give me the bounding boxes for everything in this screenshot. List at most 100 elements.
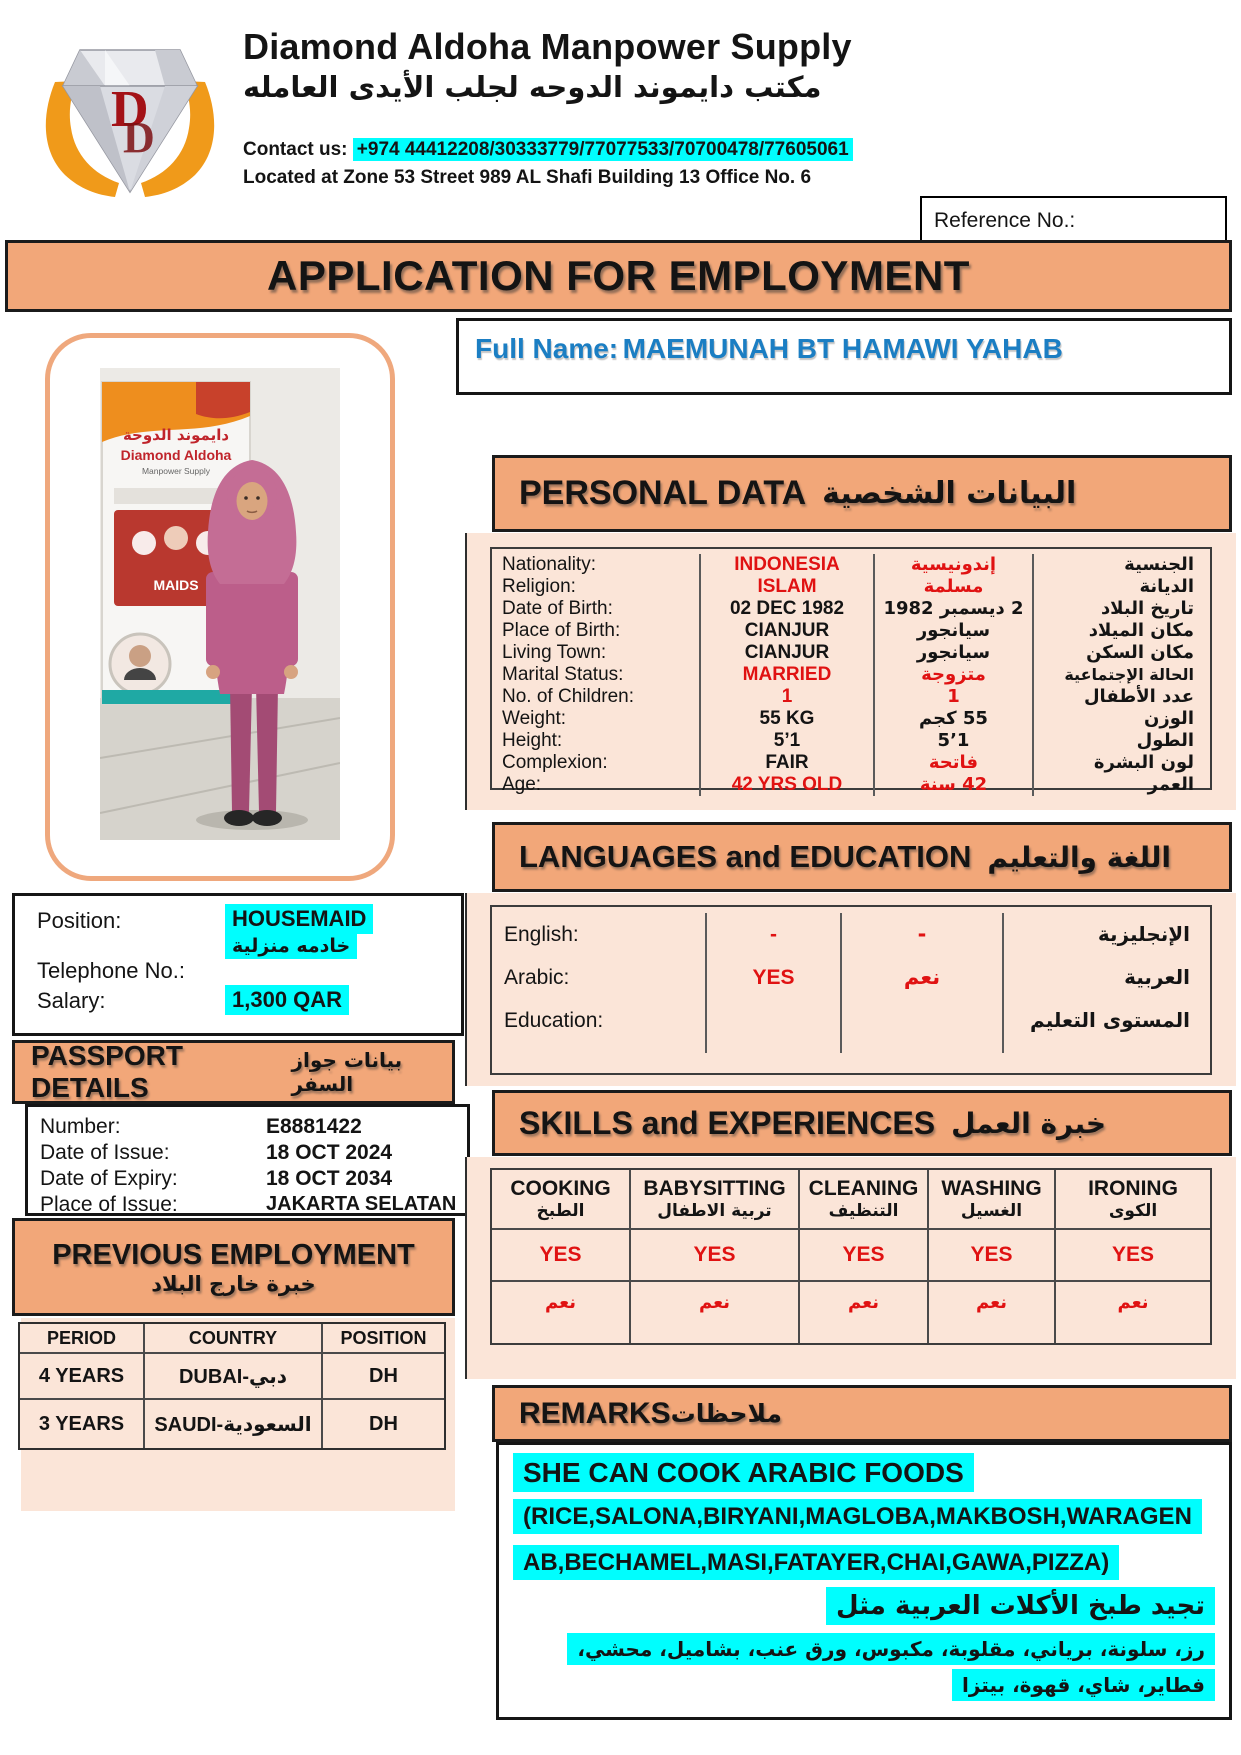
contact-line: Contact us: +974 44412208/30333779/77077… [243, 138, 853, 161]
salary-label: Salary: [37, 988, 106, 1013]
pd-value-en: 02 DEC 1982 [729, 598, 845, 619]
prev-row-country: DUBAI-دبي [145, 1354, 323, 1400]
pd-label: Date of Birth: [502, 598, 613, 619]
skill-yes-ar: نعم [929, 1282, 1056, 1343]
passport-label: Date of Expiry: [40, 1167, 178, 1190]
pd-value-ar: متزوجة [921, 664, 986, 685]
pd-value-ar: سيانجور [916, 642, 991, 663]
pd-value-ar: سيانجور [916, 620, 991, 641]
pd-value-en: CIANJUR [744, 642, 830, 663]
skills-table: COOKING الطبخ BABYSITTING تربية الاطفال … [490, 1168, 1212, 1345]
svg-text:دايموند الدوحة: دايموند الدوحة [123, 426, 229, 444]
position-value-arabic: خادمه منزلية [225, 933, 358, 959]
skill-yes-ar: نعم [492, 1282, 631, 1343]
company-name-arabic: مكتب دايموند الدوحه لجلب الأيدى العامله [243, 70, 822, 104]
remarks-line-6: فطاير، شاي، قهوة، بيتزا [951, 1669, 1215, 1701]
applicant-photo-frame: دايموند الدوحة Diamond Aldoha Manpower S… [45, 333, 395, 881]
pd-label-ar: مكان السكن [1086, 642, 1194, 663]
prev-row-country: SAUDI-السعودية [145, 1400, 323, 1448]
skills-header: SKILLS and EXPERIENCES خبرة العمل [492, 1090, 1232, 1156]
svg-text:Manpower Supply: Manpower Supply [142, 466, 211, 476]
pd-value-en: INDONESIA [734, 554, 840, 575]
passport-value: 18 OCT 2024 [266, 1141, 393, 1164]
skill-col: CLEANING التنظيف [800, 1170, 929, 1230]
svg-text:Diamond Aldoha: Diamond Aldoha [121, 447, 232, 463]
pd-value-en: 55 KG [759, 708, 815, 729]
skill-col: COOKING الطبخ [492, 1170, 631, 1230]
skill-col: IRONING الكوى [1056, 1170, 1210, 1230]
lang-value-ar: نعم [903, 965, 941, 989]
skills-title-ar: خبرة العمل [951, 1106, 1107, 1140]
pd-value-en: CIANJUR [744, 620, 830, 641]
salary-value: 1,300 QAR [225, 985, 350, 1015]
pd-value-ar: 2 ديسمبر 1982 [883, 598, 1024, 619]
full-name-box: Full Name: MAEMUNAH BT HAMAWI YAHAB [456, 318, 1232, 395]
prev-col-period: PERIOD [20, 1324, 145, 1354]
passport-label: Date of Issue: [40, 1141, 170, 1164]
personal-data-header: PERSONAL DATA البيانات الشخصية [492, 455, 1232, 532]
address-line: Located at Zone 53 Street 989 AL Shafi B… [243, 167, 812, 188]
skill-yes: YES [492, 1230, 631, 1282]
pd-label: Complexion: [502, 752, 608, 773]
languages-table: English: Arabic: Education: - YES - نعم … [490, 905, 1212, 1075]
personal-data-table: Nationality: Religion: Date of Birth: Pl… [490, 547, 1212, 796]
pd-value-ar: مسلمة [923, 576, 984, 597]
pd-label-ar: الجنسية [1124, 554, 1194, 575]
pd-label-ar: الحالة الإجتماعية [1064, 665, 1194, 684]
pd-value-ar: 1’5 [937, 730, 970, 751]
skills-title-en: SKILLS and EXPERIENCES [519, 1104, 936, 1141]
pd-label-ar: العمر [1147, 774, 1194, 795]
previous-employment-table: PERIOD COUNTRY POSITION 4 YEARS DUBAI-دب… [18, 1322, 446, 1450]
prev-row-period: 3 YEARS [20, 1400, 145, 1448]
pd-value-ar: 55 كجم [919, 708, 988, 729]
lang-label-ar: الإنجليزية [1097, 922, 1190, 946]
pd-label: Place of Birth: [502, 620, 621, 641]
pd-label-ar: الديانة [1139, 576, 1194, 597]
skill-yes: YES [800, 1230, 929, 1282]
page-title: APPLICATION FOR EMPLOYMENT [5, 240, 1232, 312]
lang-label-ar: المستوى التعليم [1030, 1008, 1190, 1032]
reference-no-box: Reference No.: [920, 196, 1227, 246]
position-value: HOUSEMAID [225, 904, 374, 934]
pd-label: Living Town: [502, 642, 607, 663]
skill-yes: YES [1056, 1230, 1210, 1282]
pd-label-ar: الطول [1136, 730, 1194, 751]
languages-title-ar: اللغة والتعليم [987, 840, 1172, 874]
passport-label: Number: [40, 1115, 121, 1138]
lang-label: Arabic: [504, 966, 570, 989]
pd-value-en: 1 [781, 686, 793, 707]
pd-label-ar: لون البشرة [1093, 752, 1194, 773]
prev-row-position: DH [323, 1354, 444, 1400]
personal-data-title-en: PERSONAL DATA [519, 474, 807, 512]
skill-yes-ar: نعم [1117, 1292, 1149, 1313]
remarks-box: SHE CAN COOK ARABIC FOODS (RICE,SALONA,B… [496, 1442, 1232, 1720]
pd-value-en: ISLAM [757, 576, 817, 597]
pd-label: Age: [502, 774, 542, 795]
pd-value-ar: 1 [947, 686, 960, 707]
prev-row-period: 4 YEARS [20, 1354, 145, 1400]
languages-title-en: LANGUAGES and EDUCATION [519, 839, 972, 874]
pd-label: Weight: [502, 708, 567, 729]
remarks-line-2: (RICE,SALONA,BIRYANI,MAGLOBA,MAKBOSH,WAR… [513, 1499, 1202, 1534]
passport-box: Number: E8881422 Date of Issue: 18 OCT 2… [25, 1104, 470, 1216]
pd-label-ar: مكان الميلاد [1088, 620, 1194, 641]
passport-value: 18 OCT 2034 [266, 1167, 393, 1190]
remarks-header: REMARKS ملاحظات [492, 1385, 1232, 1442]
pd-label: Nationality: [502, 554, 596, 575]
pd-value-en: 5’1 [773, 730, 801, 751]
lang-value-en: - [770, 923, 777, 946]
prev-row-position: DH [369, 1412, 398, 1435]
lang-value-en: YES [752, 966, 795, 989]
pd-value-ar: 42 سنة [919, 774, 988, 795]
remarks-line-4: تجيد طبخ الأكلات العربية مثل [825, 1587, 1215, 1625]
pd-label: Height: [502, 730, 563, 751]
applicant-photo: دايموند الدوحة Diamond Aldoha Manpower S… [100, 368, 340, 840]
svg-text:D: D [111, 81, 149, 138]
passport-details-header: PASSPORT DETAILS بيانات جواز السفر [12, 1040, 455, 1104]
full-name-value: MAEMUNAH BT HAMAWI YAHAB [622, 333, 1063, 364]
lang-label-ar: العربية [1124, 965, 1190, 989]
prev-col-country: COUNTRY [145, 1324, 323, 1354]
skill-yes-ar: نعم [800, 1282, 929, 1343]
pd-label-ar: عدد الأطفال [1083, 686, 1194, 707]
